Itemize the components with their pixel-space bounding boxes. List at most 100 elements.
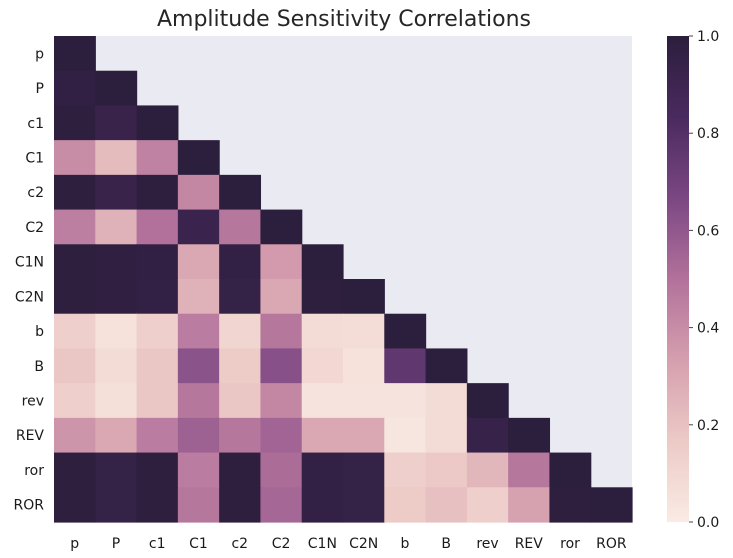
y-tick-label: p: [35, 46, 44, 62]
cell-rev-P: [95, 383, 138, 419]
cell-REV-rev: [466, 417, 509, 454]
y-tick-label: ROR: [14, 498, 45, 514]
cell-ROR-B: [425, 487, 468, 523]
cell-rev-B: [425, 383, 468, 419]
cell-C1-P: [95, 140, 138, 176]
cell-ror-b: [384, 452, 427, 488]
cell-ror-C1: [177, 452, 220, 488]
y-tick-label: rev: [22, 394, 44, 410]
cell-C1N-C1N: [301, 244, 344, 280]
y-tick-label: B: [34, 359, 44, 375]
cell-C2-c2: [219, 209, 262, 245]
y-tick-label: c2: [27, 185, 44, 201]
cell-c2-C1: [177, 174, 220, 211]
x-tick-label: p: [70, 536, 79, 552]
cell-ROR-c2: [219, 487, 262, 523]
cell-c1-p: [54, 105, 96, 141]
cell-b-b: [384, 313, 427, 350]
cell-b-p: [54, 313, 96, 350]
cell-REV-c2: [219, 417, 262, 454]
cell-C1N-p: [54, 244, 96, 280]
cell-B-c1: [136, 348, 179, 384]
cell-ror-B: [425, 452, 468, 488]
cell-ror-c1: [136, 452, 179, 488]
x-tick-label: B: [441, 536, 451, 552]
x-tick-label: c1: [149, 536, 166, 552]
y-tick-label: C2N: [15, 289, 44, 305]
cell-B-p: [54, 348, 96, 384]
cell-REV-C1: [177, 417, 220, 454]
x-tick-label: C2: [272, 536, 291, 552]
cell-C1N-C1: [177, 244, 220, 280]
colorbar-tick-label: 0.8: [697, 126, 719, 142]
y-tick-label: P: [36, 81, 44, 97]
y-tick-label: C2: [25, 220, 44, 236]
cell-ROR-p: [54, 487, 96, 523]
cell-c1-c1: [136, 105, 179, 141]
heatmap-cells: [54, 36, 633, 523]
cell-C2-P: [95, 209, 138, 245]
cell-REV-p: [54, 417, 96, 454]
cell-C1-p: [54, 140, 96, 176]
cell-B-C1: [177, 348, 220, 384]
cell-ROR-ROR: [590, 487, 633, 523]
cell-ror-c2: [219, 452, 262, 488]
y-tick-label: b: [35, 324, 44, 340]
y-tick-label: c1: [27, 116, 44, 132]
colorbar-tick-label: 0.0: [697, 515, 719, 531]
cell-C2N-c2: [219, 279, 262, 315]
cell-rev-b: [384, 383, 427, 419]
x-tick-label: REV: [515, 536, 544, 552]
colorbar: [667, 36, 689, 522]
cell-rev-C1N: [301, 383, 344, 419]
cell-rev-C2: [260, 383, 303, 419]
cell-P-p: [54, 70, 96, 107]
cell-rev-C1: [177, 383, 220, 419]
cell-ror-C2N: [343, 452, 385, 488]
cell-rev-c2: [219, 383, 262, 419]
cell-P-P: [95, 70, 138, 107]
cell-rev-c1: [136, 383, 179, 419]
cell-B-C2: [260, 348, 303, 384]
cell-c2-p: [54, 174, 96, 211]
cell-ror-REV: [508, 452, 551, 488]
cell-C2N-c1: [136, 279, 179, 315]
cell-C2N-p: [54, 279, 96, 315]
cell-b-C2: [260, 313, 303, 350]
cell-ROR-c1: [136, 487, 179, 523]
cell-REV-B: [425, 417, 468, 454]
cell-C1N-P: [95, 244, 138, 280]
cell-rev-rev: [466, 383, 509, 419]
cell-ROR-C1N: [301, 487, 344, 523]
cell-REV-REV: [508, 417, 551, 454]
cell-ror-C1N: [301, 452, 344, 488]
cell-C2N-P: [95, 279, 138, 315]
cell-ROR-C2N: [343, 487, 385, 523]
cell-C2N-C2: [260, 279, 303, 315]
cell-b-C2N: [343, 313, 385, 350]
cell-ROR-b: [384, 487, 427, 523]
cell-REV-C2: [260, 417, 303, 454]
x-tick-label: C1: [189, 536, 208, 552]
cell-b-c2: [219, 313, 262, 350]
cell-C1-c1: [136, 140, 179, 176]
cell-ror-P: [95, 452, 138, 488]
y-tick-label: ror: [24, 463, 44, 479]
cell-C1N-c2: [219, 244, 262, 280]
cell-c2-c1: [136, 174, 179, 211]
x-tick-label: ror: [560, 536, 580, 552]
cell-ror-p: [54, 452, 96, 488]
x-tick-label: C2N: [349, 536, 378, 552]
cell-C1-C1: [177, 140, 220, 176]
cell-ROR-C2: [260, 487, 303, 523]
cell-C2-c1: [136, 209, 179, 245]
cell-C2-C1: [177, 209, 220, 245]
chart-title: Amplitude Sensitivity Correlations: [157, 7, 531, 32]
cell-ROR-P: [95, 487, 138, 523]
cell-b-C1: [177, 313, 220, 350]
cell-B-C2N: [343, 348, 385, 384]
x-tick-label: rev: [476, 536, 498, 552]
